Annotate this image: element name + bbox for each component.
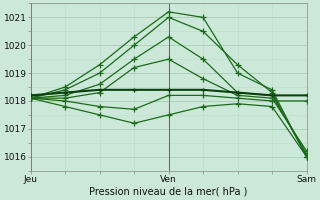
X-axis label: Pression niveau de la mer( hPa ): Pression niveau de la mer( hPa ): [89, 187, 248, 197]
